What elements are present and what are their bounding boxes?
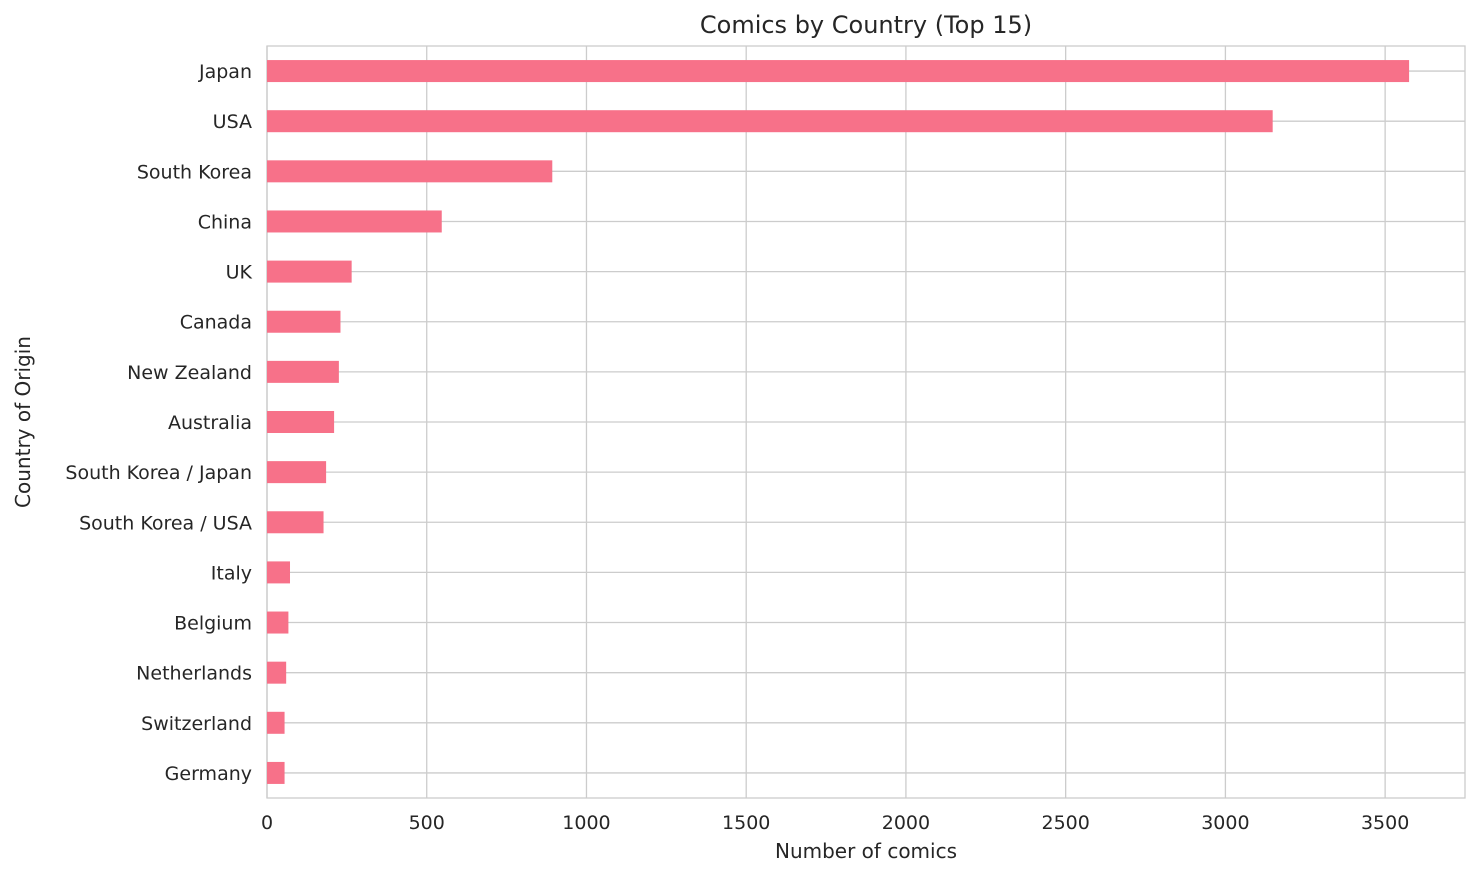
bar-netherlands bbox=[267, 661, 287, 684]
x-tick-label: 2500 bbox=[1041, 812, 1089, 834]
x-tick-label: 1000 bbox=[562, 812, 610, 834]
bar-switzerland bbox=[267, 711, 285, 734]
y-tick-label: Netherlands bbox=[136, 663, 252, 685]
y-tick-label: New Zealand bbox=[127, 362, 252, 384]
x-tick-label: 1500 bbox=[722, 812, 770, 834]
x-tick-label: 3000 bbox=[1201, 812, 1249, 834]
y-axis-label: Country of Origin bbox=[11, 336, 35, 508]
y-tick-label: USA bbox=[213, 111, 252, 133]
bar-south-korea bbox=[267, 160, 553, 183]
x-axis-label: Number of comics bbox=[775, 839, 957, 863]
bars bbox=[267, 60, 1410, 784]
bar-usa bbox=[267, 110, 1273, 133]
y-tick-label: Belgium bbox=[174, 613, 252, 635]
y-tick-label: Australia bbox=[168, 412, 252, 434]
tick-labels: 0 500 1000 1500 2000 2500 3000 3500 Japan USA Sout… bbox=[65, 61, 1409, 834]
bar-belgium bbox=[267, 611, 289, 634]
bar-uk bbox=[267, 260, 352, 283]
chart-title: Comics by Country (Top 15) bbox=[700, 11, 1032, 39]
y-tick-label: Switzerland bbox=[141, 713, 252, 735]
bar-canada bbox=[267, 310, 341, 333]
bar-japan bbox=[267, 60, 1410, 83]
bar-australia bbox=[267, 411, 335, 433]
bar-germany bbox=[267, 761, 285, 784]
y-tick-label: UK bbox=[226, 262, 253, 284]
x-tick-label: 3500 bbox=[1361, 812, 1409, 834]
x-tick-label: 500 bbox=[409, 812, 445, 834]
y-tick-label: South Korea / Japan bbox=[65, 462, 252, 484]
y-tick-label: Germany bbox=[165, 763, 252, 785]
y-tick-label: South Korea bbox=[137, 161, 252, 183]
y-tick-label: Italy bbox=[211, 562, 252, 584]
x-tick-label: 2000 bbox=[882, 812, 930, 834]
bar-china bbox=[267, 210, 442, 233]
grid-lines bbox=[266, 46, 1465, 798]
bar-italy bbox=[267, 561, 291, 584]
x-tick-label: 0 bbox=[261, 812, 273, 834]
y-tick-label: Canada bbox=[180, 312, 252, 334]
bar-south-korea-japan bbox=[267, 461, 327, 484]
bar-south-korea-usa bbox=[267, 511, 324, 534]
y-tick-label: China bbox=[198, 211, 252, 233]
bar-new-zealand bbox=[267, 360, 339, 383]
y-tick-label: Japan bbox=[198, 61, 252, 83]
y-tick-label: South Korea / USA bbox=[79, 512, 252, 534]
